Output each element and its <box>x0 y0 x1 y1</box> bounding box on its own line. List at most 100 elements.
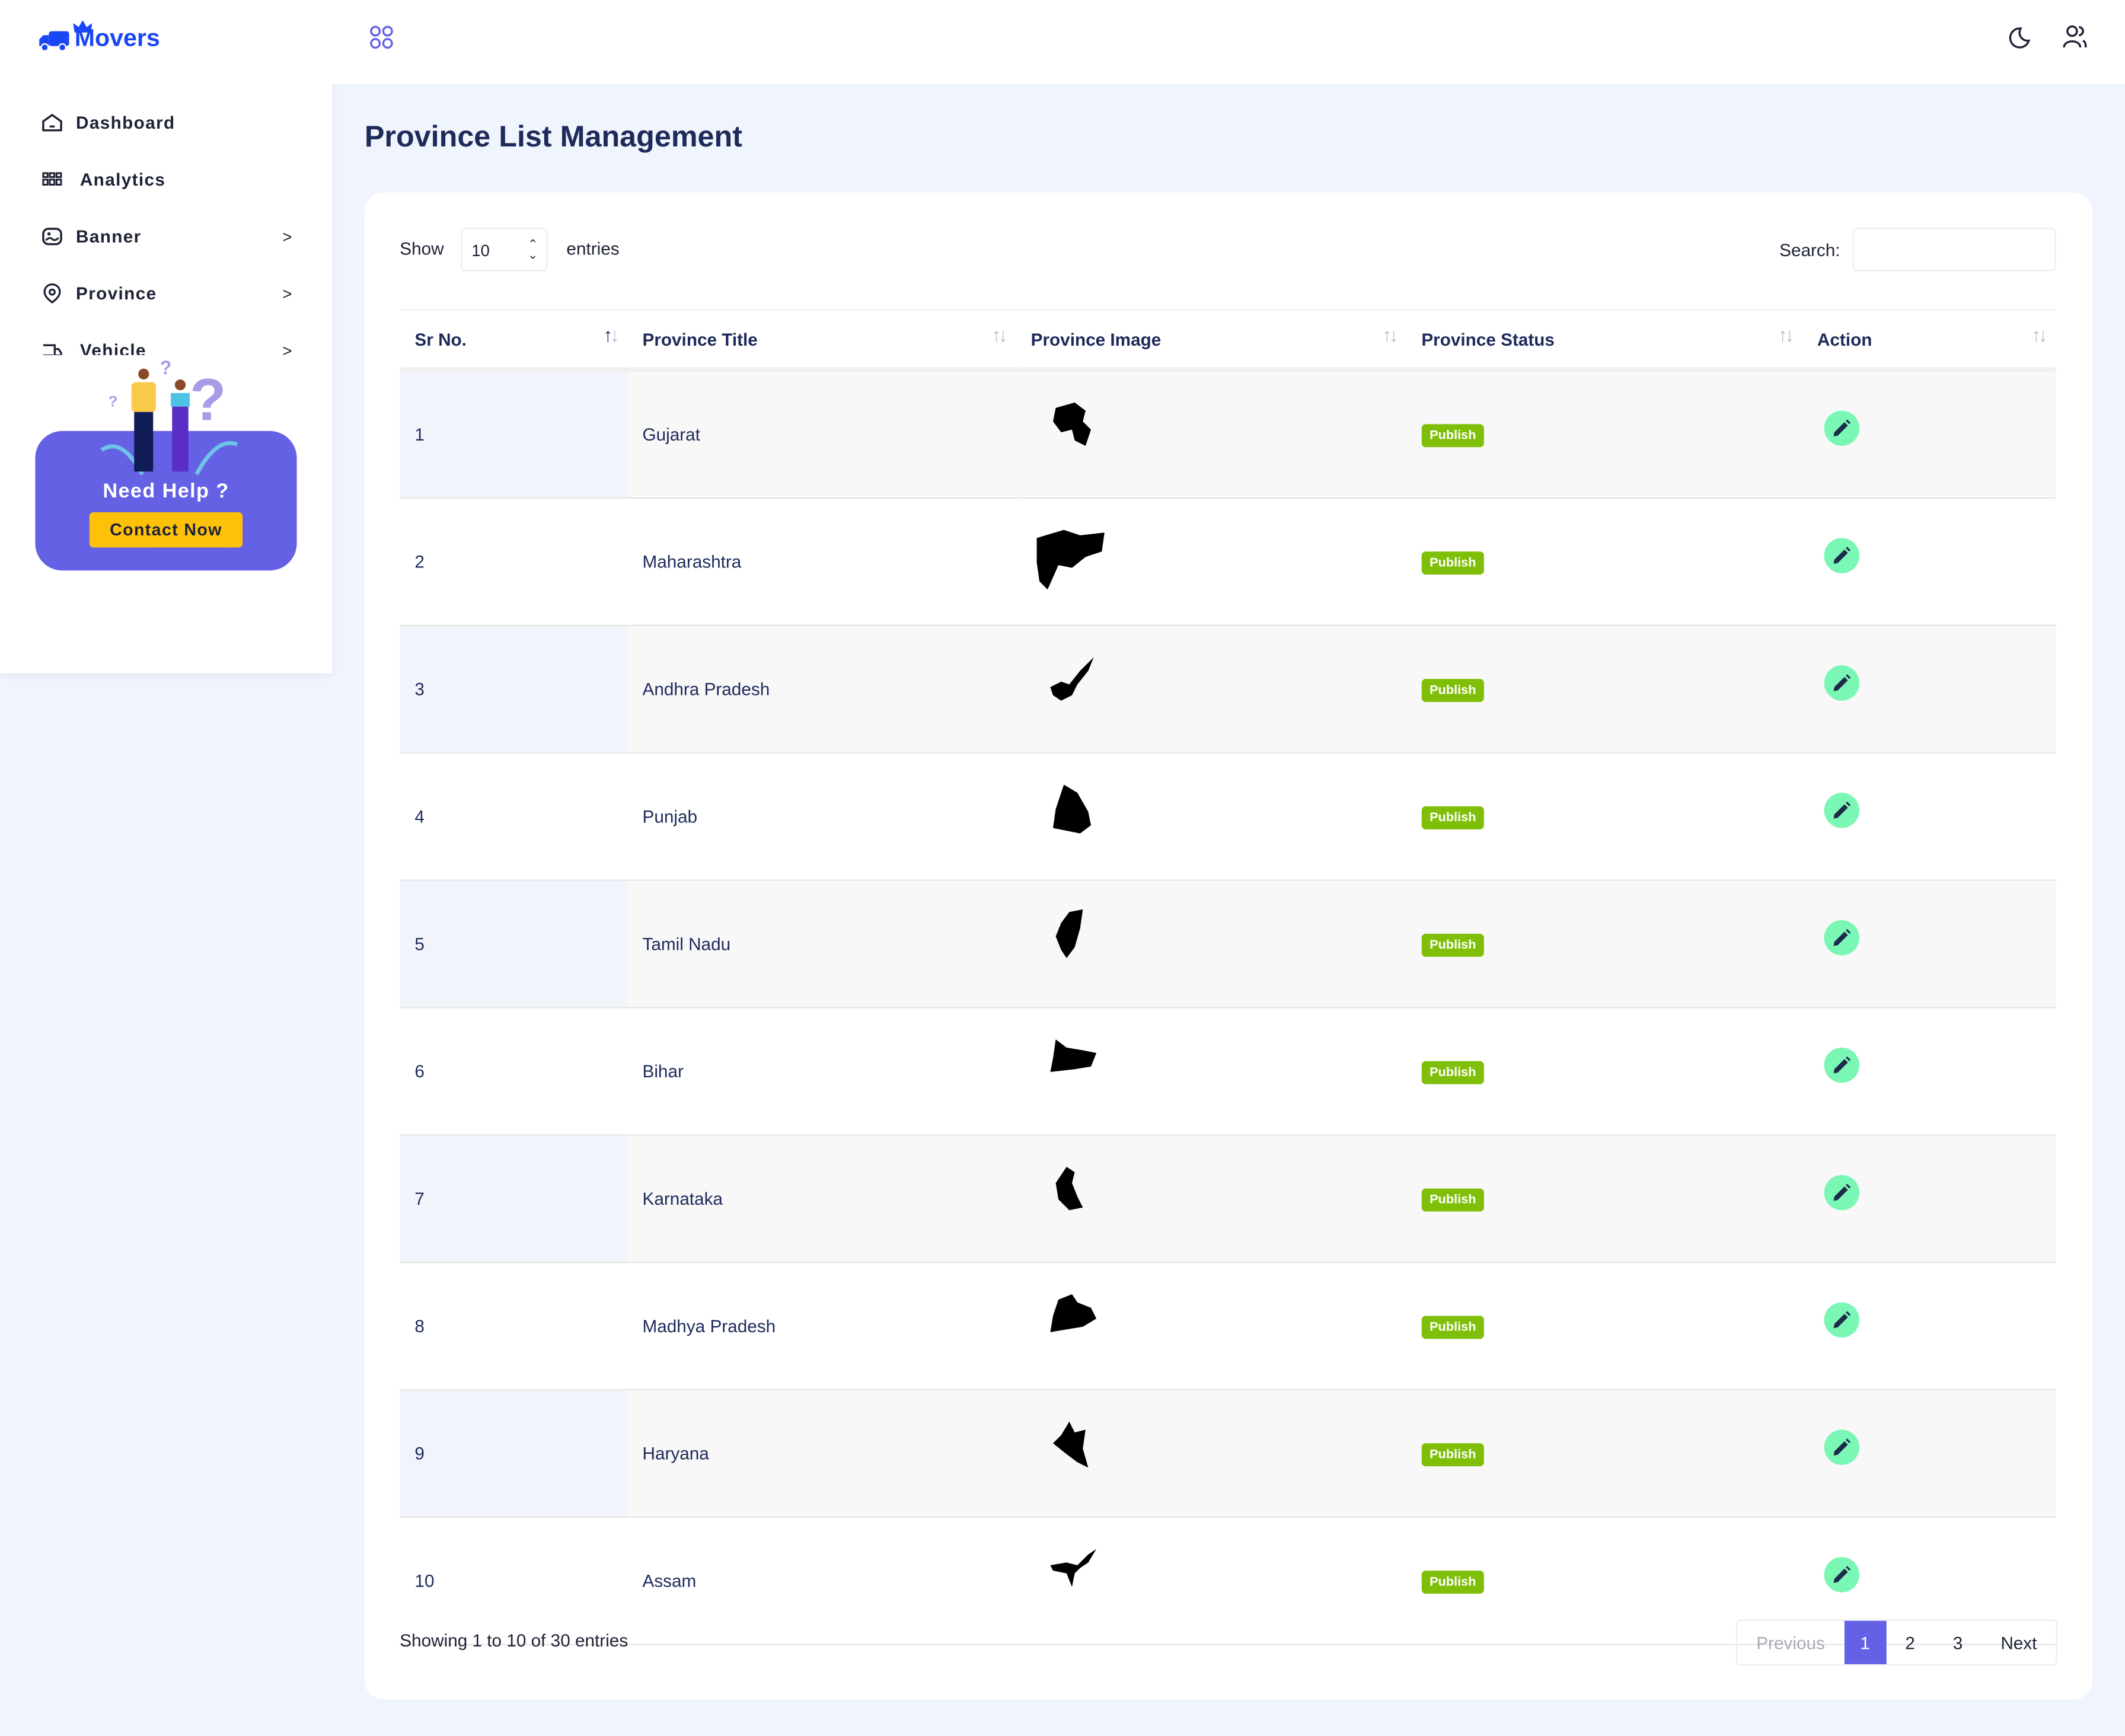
page-2-button[interactable]: 2 <box>1905 1632 1915 1653</box>
province-title: Bihar <box>642 1061 684 1081</box>
column-header[interactable]: Province Image ↑↓ <box>1016 309 1407 372</box>
province-map-image <box>1055 1166 1083 1211</box>
sort-arrows-icon[interactable]: ↑↓ <box>991 324 1007 346</box>
column-header[interactable]: Province Status ↑↓ <box>1406 309 1802 372</box>
page-3-button[interactable]: 3 <box>1952 1632 1963 1653</box>
column-header-label: Province Status <box>1421 328 1555 349</box>
search-input[interactable] <box>1852 227 2056 272</box>
sidebar-item-province[interactable]: Province > <box>41 282 298 305</box>
user-profile-icon[interactable] <box>2062 23 2089 50</box>
province-title: Assam <box>642 1571 697 1591</box>
sort-arrows-icon[interactable]: ↑↓ <box>2031 324 2047 346</box>
sr-no: 3 <box>414 679 425 700</box>
status-badge: Publish <box>1421 678 1485 701</box>
logo[interactable]: Movers <box>38 20 160 53</box>
status-badge: Publish <box>1421 805 1485 829</box>
image-icon <box>42 228 62 245</box>
sidebar-item-dashboard[interactable]: Dashboard <box>41 111 298 134</box>
action-cell <box>1802 625 2056 754</box>
province-status-cell: Publish <box>1406 752 1802 881</box>
province-title-cell: Haryana <box>627 1389 1016 1518</box>
select-arrows-icon: ⌃ ⌄ <box>528 237 538 262</box>
edit-button[interactable] <box>1824 1175 1859 1211</box>
province-title-cell: Tamil Nadu <box>627 880 1016 1009</box>
column-header-label: Province Image <box>1030 328 1162 349</box>
svg-text:?: ? <box>109 394 117 410</box>
column-header[interactable]: Action ↑↓ <box>1802 309 2056 372</box>
province-title: Madhya Pradesh <box>642 1316 776 1336</box>
edit-button[interactable] <box>1824 1047 1859 1083</box>
sort-arrows-icon[interactable]: ↑↓ <box>1778 324 1794 346</box>
sidebar-item-label: Vehicle <box>79 340 146 355</box>
province-title: Maharashtra <box>642 551 742 572</box>
status-badge: Publish <box>1421 423 1485 447</box>
sr-no-cell: 2 <box>400 497 628 626</box>
sr-no: 10 <box>414 1571 435 1591</box>
edit-button[interactable] <box>1824 1429 1859 1465</box>
province-title-cell: Punjab <box>627 752 1016 881</box>
chevron-right-icon: > <box>282 283 293 303</box>
province-image-cell <box>1016 1262 1407 1391</box>
pencil-icon <box>1833 1183 1850 1201</box>
sidebar-item-banner[interactable]: Banner > <box>41 225 298 248</box>
top-bar <box>331 0 2125 84</box>
pencil-icon <box>1833 674 1850 691</box>
province-map-image <box>1049 1039 1096 1072</box>
province-title-cell: Bihar <box>627 1007 1016 1136</box>
action-cell <box>1802 1135 2056 1263</box>
province-title: Gujarat <box>642 424 700 445</box>
province-title-cell: Madhya Pradesh <box>627 1262 1016 1391</box>
help-title: Need Help ? <box>103 480 229 503</box>
entries-select[interactable]: 10 ⌃ ⌄ <box>461 227 548 272</box>
contact-now-button[interactable]: Contact Now <box>89 512 243 548</box>
column-header[interactable]: Province Title ↑↓ <box>627 309 1016 372</box>
action-cell <box>1802 1007 2056 1136</box>
sidebar-item-vehicle[interactable]: Vehicle > <box>41 339 298 355</box>
province-image-cell <box>1016 625 1407 754</box>
action-cell <box>1802 880 2056 1009</box>
show-label: Show <box>400 238 444 259</box>
page-1-button[interactable]: 1 <box>1843 1620 1887 1664</box>
sr-no: 8 <box>414 1316 425 1336</box>
province-status-cell: Publish <box>1406 1389 1802 1518</box>
previous-page-button[interactable]: Previous <box>1756 1632 1825 1653</box>
edit-button[interactable] <box>1824 665 1859 701</box>
entries-label: entries <box>566 238 620 259</box>
pencil-icon <box>1833 928 1850 946</box>
sr-no-cell: 3 <box>400 625 628 754</box>
edit-button[interactable] <box>1824 538 1859 573</box>
sidebar-item-analytics[interactable]: Analytics <box>41 168 298 191</box>
column-header[interactable]: Sr No. ↑↓ <box>400 309 628 372</box>
edit-button[interactable] <box>1824 1557 1859 1593</box>
sr-no-cell: 10 <box>400 1517 628 1645</box>
province-image-cell <box>1016 497 1407 626</box>
province-image-cell <box>1016 1135 1407 1263</box>
province-image-cell <box>1016 1007 1407 1136</box>
province-title-cell: Maharashtra <box>627 497 1016 626</box>
help-illustration: ? ? ? <box>100 357 238 476</box>
province-status-cell: Publish <box>1406 497 1802 626</box>
pagination: Previous 1 2 3 Next <box>1735 1619 2057 1666</box>
edit-button[interactable] <box>1824 1302 1859 1338</box>
sort-arrows-icon[interactable]: ↑↓ <box>1382 324 1398 346</box>
sr-no-cell: 4 <box>400 752 628 881</box>
crown-icon <box>73 20 92 33</box>
sidebar-item-label: Banner <box>75 226 142 247</box>
sr-no-cell: 1 <box>400 369 628 499</box>
table-row: 9 Haryana Publish <box>400 1389 2056 1518</box>
province-map-image <box>1049 657 1093 701</box>
search-label: Search: <box>1779 240 1840 260</box>
sr-no-cell: 9 <box>400 1389 628 1518</box>
edit-button[interactable] <box>1824 410 1859 446</box>
next-page-button[interactable]: Next <box>2000 1632 2037 1653</box>
province-image-cell <box>1016 1389 1407 1518</box>
pencil-icon <box>1833 1311 1850 1328</box>
apps-grid-icon[interactable] <box>369 24 394 50</box>
table-row: 5 Tamil Nadu Publish <box>400 880 2056 1009</box>
edit-button[interactable] <box>1824 793 1859 828</box>
edit-button[interactable] <box>1824 920 1859 956</box>
province-title: Haryana <box>642 1443 709 1464</box>
sort-arrows-icon[interactable]: ↑↓ <box>603 324 619 346</box>
dark-mode-moon-icon[interactable] <box>2007 25 2031 50</box>
table-row: 2 Maharashtra Publish <box>400 497 2056 626</box>
